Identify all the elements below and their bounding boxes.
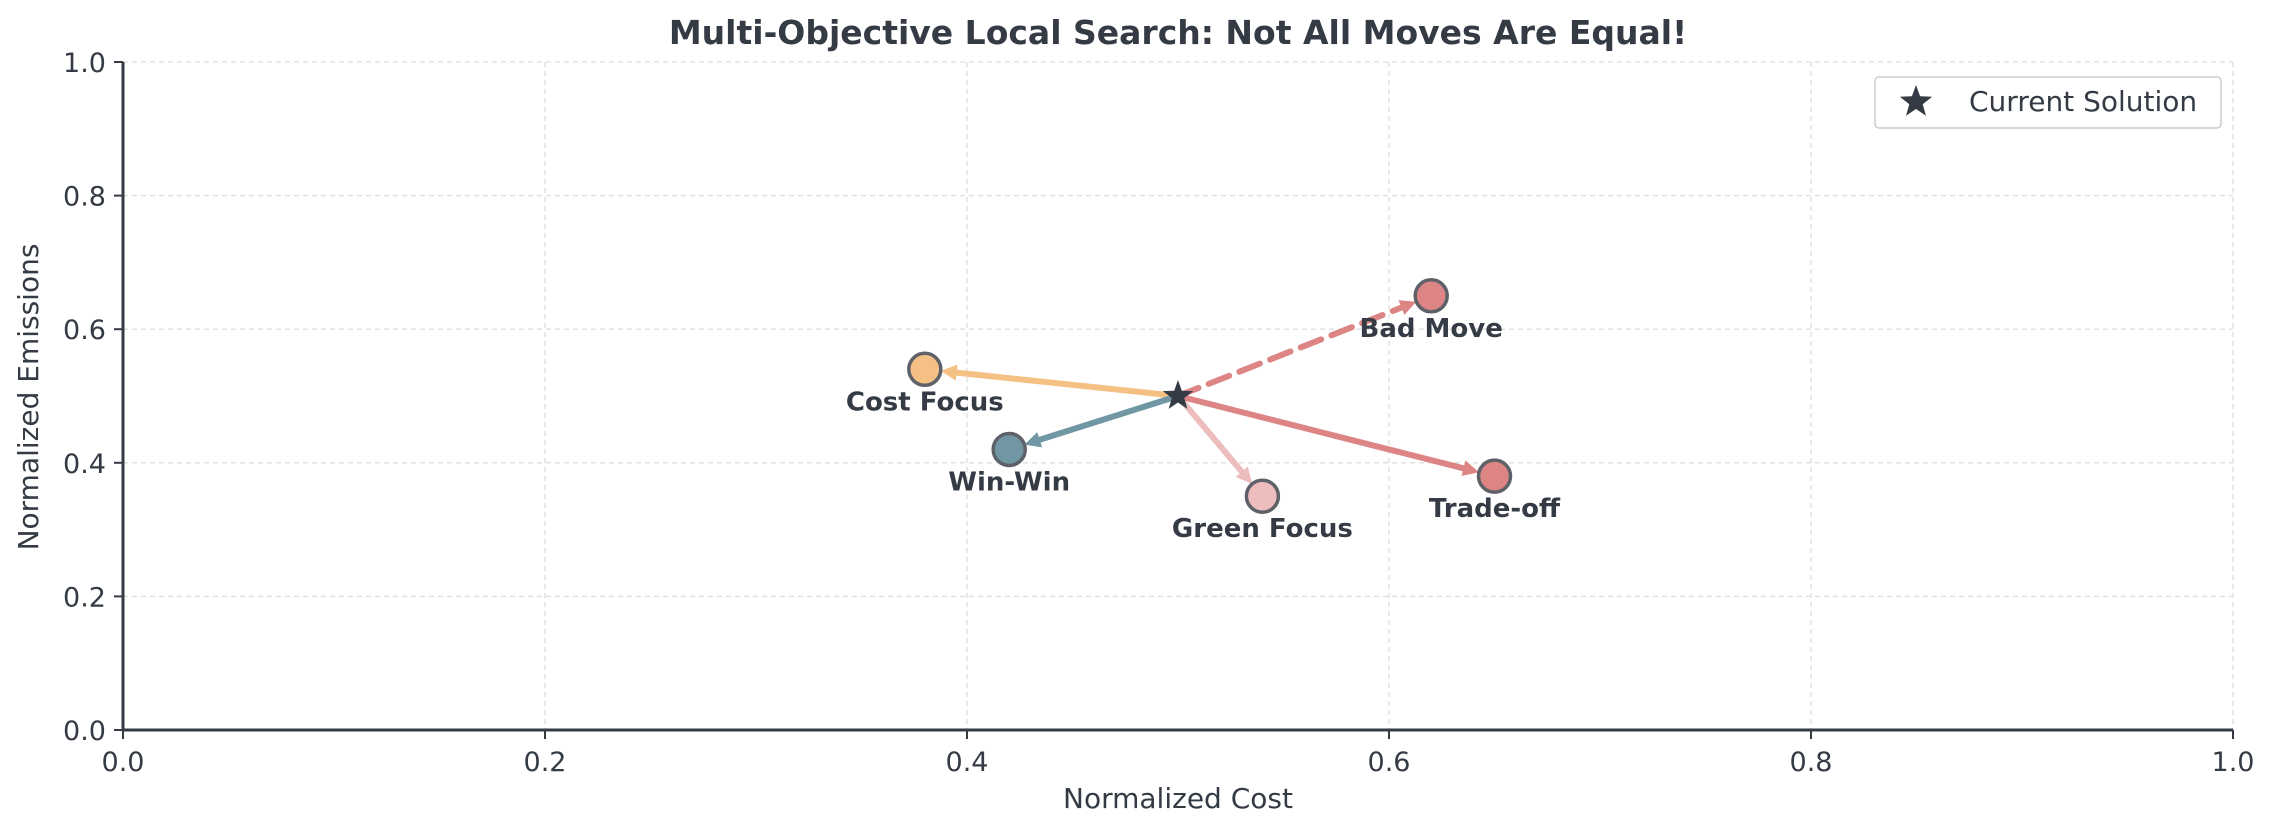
move-labels: Cost Focus Win-Win Green Focus Trade-off Bad… <box>846 314 1561 544</box>
move-arrows <box>940 300 1479 484</box>
point-0 <box>907 351 943 388</box>
arrow-shaft-0 <box>953 369 1181 399</box>
point-label-2: Green Focus <box>1172 514 1353 544</box>
arrow-shaft-3 <box>1175 393 1467 472</box>
point-label-4: Bad Move <box>1360 314 1503 344</box>
legend-box <box>1874 76 2222 129</box>
grid <box>123 61 2234 730</box>
legend-entry-current-solution: Current Solution <box>1969 85 2197 118</box>
chart-title: Multi-Objective Local Search: Not All Mo… <box>669 13 1687 52</box>
x-tick-label: 1.0 <box>2212 747 2255 778</box>
arrow-head-4 <box>1398 300 1417 316</box>
y-tick-label: 0.0 <box>63 716 106 747</box>
star-icon <box>1899 85 1933 116</box>
point-1 <box>991 431 1027 468</box>
arrow-shaft-2 <box>1175 393 1245 475</box>
y-tick-label: 0.8 <box>63 182 106 213</box>
y-tick-label: 1.0 <box>63 48 106 79</box>
arrow-head-1 <box>1024 432 1043 448</box>
y-tick-label: 0.2 <box>63 582 106 613</box>
point-label-0: Cost Focus <box>846 387 1004 417</box>
x-tick-label: 0.8 <box>1790 747 1833 778</box>
arrow-shaft-1 <box>1036 393 1181 443</box>
x-ticks: 0.0 0.2 0.4 0.6 0.8 1.0 <box>102 730 2255 778</box>
arrow-shaft-4 <box>1175 304 1405 399</box>
y-tick-label: 0.6 <box>63 315 106 346</box>
point-4 <box>1413 278 1449 314</box>
x-tick-label: 0.6 <box>1368 747 1411 778</box>
move-points <box>907 278 1513 514</box>
point-label-1: Win-Win <box>948 467 1070 497</box>
point-3 <box>1476 458 1513 494</box>
x-tick-label: 0.4 <box>946 747 989 778</box>
y-axis-label: Normalized Emissions <box>12 244 45 551</box>
arrow-head-3 <box>1461 460 1479 477</box>
x-tick-label: 0.0 <box>102 747 145 778</box>
x-axis-label: Normalized Cost <box>1063 782 1293 815</box>
legend: Current Solution <box>1874 76 2222 129</box>
axes <box>121 62 2233 732</box>
y-tick-label: 0.4 <box>63 449 106 480</box>
point-2 <box>1244 478 1281 514</box>
x-tick-label: 0.2 <box>524 747 567 778</box>
arrow-head-2 <box>1235 466 1253 484</box>
arrow-head-0 <box>940 364 958 381</box>
current-solution-star <box>1162 380 1194 409</box>
y-ticks: 0.0 0.2 0.4 0.6 0.8 1.0 <box>63 48 123 747</box>
current-solution <box>1162 380 1194 409</box>
point-label-3: Trade-off <box>1429 494 1561 524</box>
